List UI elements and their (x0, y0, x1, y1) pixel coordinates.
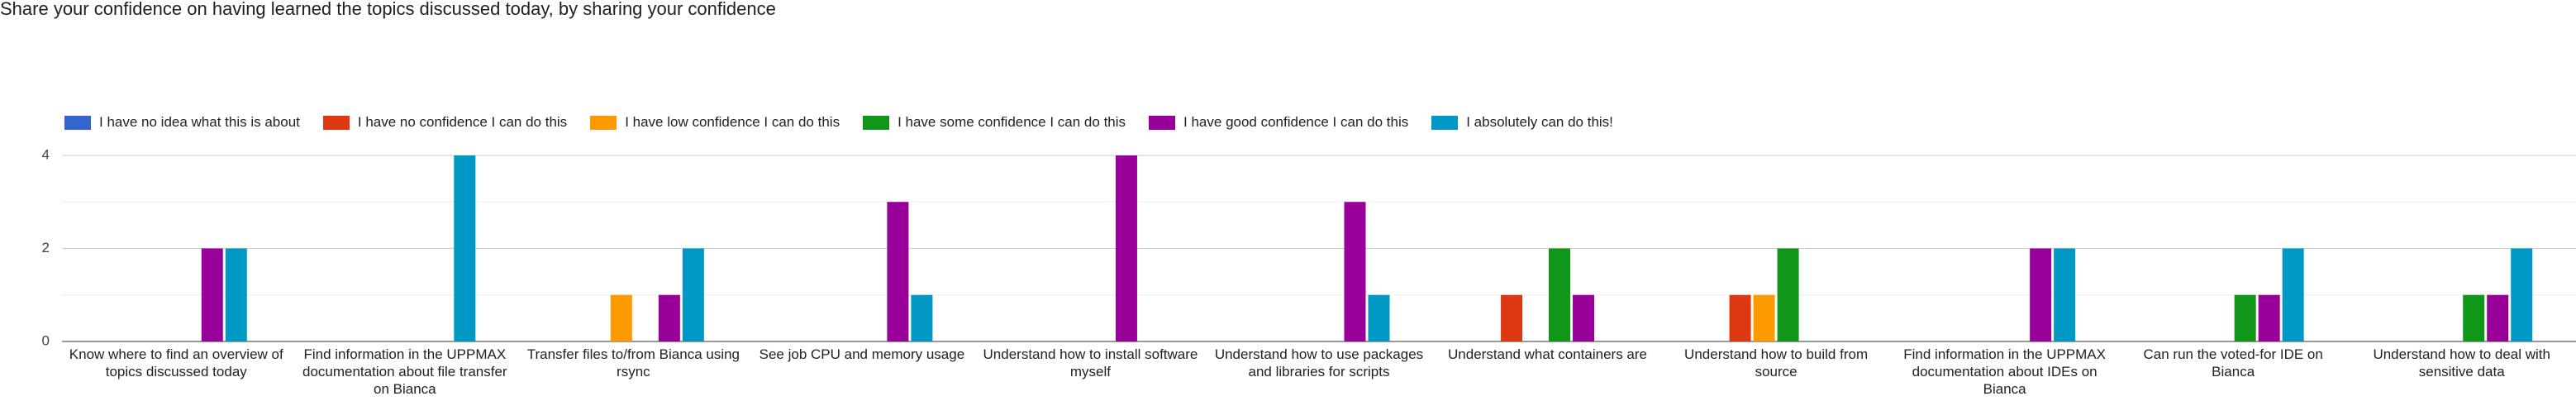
bar (1344, 202, 1366, 341)
x-tick-label: See job CPU and memory usage (759, 346, 965, 362)
bar (2511, 248, 2533, 341)
bar (2234, 294, 2256, 341)
legend-item: I absolutely can do this! (1431, 114, 1613, 131)
legend-swatch (590, 115, 617, 130)
bar (1729, 294, 1751, 341)
bar (1753, 294, 1775, 341)
bar (2487, 294, 2509, 341)
legend-swatch (322, 115, 350, 130)
legend: I have no idea what this is about I have … (64, 114, 1613, 131)
x-tick-label: Understand how to build from source (1684, 346, 1869, 380)
legend-item: I have some confidence I can do this (863, 114, 1126, 131)
bar (1501, 294, 1523, 341)
x-tick-label: Know where to find an overview of topics… (69, 346, 283, 380)
bar (658, 294, 680, 341)
bar (2054, 248, 2076, 341)
bar (1549, 248, 1571, 341)
x-tick-label: Find information in the UPPMAX documenta… (302, 346, 507, 397)
bar (201, 248, 223, 341)
bar (1777, 248, 1799, 341)
bar (2282, 248, 2304, 341)
bar (454, 155, 476, 341)
legend-label: I have good confidence I can do this (1183, 114, 1409, 130)
legend-item: I have no idea what this is about (64, 114, 300, 131)
bar (2463, 294, 2485, 341)
chart-title: Share your confidence on having learned … (0, 0, 776, 19)
legend-item: I have no confidence I can do this (322, 114, 568, 131)
legend-swatch (863, 115, 890, 130)
legend-label: I have no confidence I can do this (357, 114, 568, 130)
bar (911, 294, 933, 341)
legend-label: I have no idea what this is about (99, 114, 300, 130)
y-tick-label: 2 (42, 240, 50, 255)
x-tick-label: Understand how to use packages and libra… (1214, 346, 1424, 380)
legend-swatch (1149, 115, 1176, 130)
bar (2258, 294, 2280, 341)
bar (887, 202, 909, 341)
bar (1115, 155, 1137, 341)
x-tick-label: Can run the voted-for IDE on Bianca (2143, 346, 2323, 380)
bar (225, 248, 247, 341)
bar (682, 248, 704, 341)
x-tick-label: Understand how to deal with sensitive da… (2373, 346, 2550, 380)
legend-item: I have low confidence I can do this (590, 114, 840, 131)
x-tick-label: Understand how to install software mysel… (983, 346, 1198, 380)
bar (1573, 294, 1595, 341)
legend-label: I have some confidence I can do this (898, 114, 1126, 130)
bar (2030, 248, 2052, 341)
y-tick-label: 0 (42, 332, 50, 348)
legend-swatch (64, 115, 91, 130)
legend-item: I have good confidence I can do this (1149, 114, 1408, 131)
legend-label: I have low confidence I can do this (625, 114, 840, 130)
bar (610, 294, 632, 341)
x-tick-label: Transfer files to/from Bianca using rsyn… (526, 346, 740, 380)
x-tick-label: Find information in the UPPMAX documenta… (1903, 346, 2106, 397)
y-tick-label: 4 (42, 146, 50, 162)
legend-label: I absolutely can do this! (1466, 114, 1613, 130)
bar (1368, 294, 1390, 341)
legend-swatch (1431, 115, 1459, 130)
x-tick-label: Understand what containers are (1448, 346, 1648, 362)
